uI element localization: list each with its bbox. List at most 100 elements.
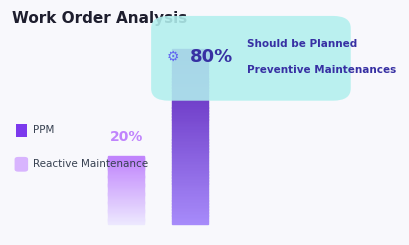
Bar (172, 209, 208, 213)
Bar (108, 163, 144, 164)
Bar (108, 158, 144, 160)
Bar (108, 182, 144, 184)
Bar (108, 180, 144, 181)
Bar (172, 174, 208, 178)
Bar (172, 221, 208, 224)
Bar (172, 145, 208, 149)
Bar (172, 151, 208, 155)
Bar (108, 174, 144, 176)
Bar (108, 215, 144, 216)
Bar (172, 186, 208, 189)
Bar (108, 176, 144, 178)
Bar (172, 136, 208, 140)
Bar (108, 192, 144, 194)
Bar (172, 195, 208, 198)
FancyBboxPatch shape (15, 157, 28, 172)
Bar (108, 206, 144, 207)
Bar (172, 157, 208, 160)
Bar (108, 209, 144, 211)
Bar (172, 110, 208, 114)
Bar (172, 96, 208, 99)
Bar (108, 191, 144, 193)
Text: Preventive Maintenances: Preventive Maintenances (247, 65, 396, 75)
Bar (172, 75, 208, 79)
Bar (172, 128, 208, 131)
Bar (108, 219, 144, 221)
Bar (172, 189, 208, 192)
Bar (172, 180, 208, 184)
Text: ⚙: ⚙ (166, 50, 178, 64)
Text: 20%: 20% (109, 130, 142, 144)
Bar (108, 214, 144, 215)
Bar (172, 206, 208, 210)
Bar (108, 210, 144, 212)
Bar (172, 139, 208, 143)
Bar (108, 183, 144, 185)
Bar (108, 167, 144, 169)
Bar (108, 156, 144, 158)
Bar (172, 102, 208, 105)
Bar (172, 90, 208, 93)
FancyBboxPatch shape (151, 16, 350, 101)
Bar (172, 119, 208, 122)
Bar (172, 99, 208, 102)
Bar (108, 179, 144, 180)
Bar (108, 208, 144, 209)
Bar (108, 166, 144, 168)
Bar (172, 125, 208, 128)
Bar (172, 67, 208, 70)
Bar (172, 218, 208, 221)
Bar (108, 171, 144, 172)
Bar (108, 198, 144, 199)
Bar (108, 186, 144, 188)
Bar (172, 70, 208, 73)
Bar (108, 203, 144, 205)
Bar (172, 93, 208, 96)
Bar (108, 205, 144, 206)
Bar (172, 142, 208, 146)
Bar (172, 87, 208, 90)
Bar (108, 218, 144, 220)
Bar (108, 194, 144, 196)
Bar (172, 55, 208, 59)
Bar (172, 154, 208, 157)
Bar (172, 49, 208, 53)
Bar (172, 160, 208, 163)
Text: Should be Planned: Should be Planned (247, 39, 357, 49)
Bar (108, 164, 144, 165)
FancyBboxPatch shape (16, 124, 27, 137)
Bar (108, 170, 144, 171)
Bar (172, 84, 208, 88)
Bar (172, 105, 208, 108)
Bar (172, 200, 208, 204)
Bar (172, 172, 208, 175)
Bar (108, 185, 144, 187)
Bar (108, 223, 144, 224)
Bar (172, 78, 208, 82)
Bar (172, 192, 208, 195)
Text: 80%: 80% (190, 48, 233, 66)
Bar (172, 215, 208, 219)
Bar (172, 64, 208, 67)
Bar (172, 58, 208, 61)
Bar (172, 163, 208, 166)
Bar (172, 166, 208, 169)
Bar (108, 207, 144, 208)
Bar (108, 172, 144, 173)
Bar (108, 165, 144, 167)
Bar (172, 52, 208, 56)
Bar (172, 203, 208, 207)
Bar (108, 196, 144, 197)
Bar (172, 131, 208, 134)
Bar (108, 216, 144, 218)
Bar (108, 217, 144, 219)
Bar (172, 197, 208, 201)
Bar (108, 181, 144, 183)
Bar (108, 184, 144, 186)
Bar (108, 188, 144, 189)
FancyBboxPatch shape (108, 156, 144, 164)
Bar (108, 189, 144, 190)
Bar (108, 157, 144, 159)
Bar (108, 201, 144, 203)
Bar (172, 81, 208, 85)
